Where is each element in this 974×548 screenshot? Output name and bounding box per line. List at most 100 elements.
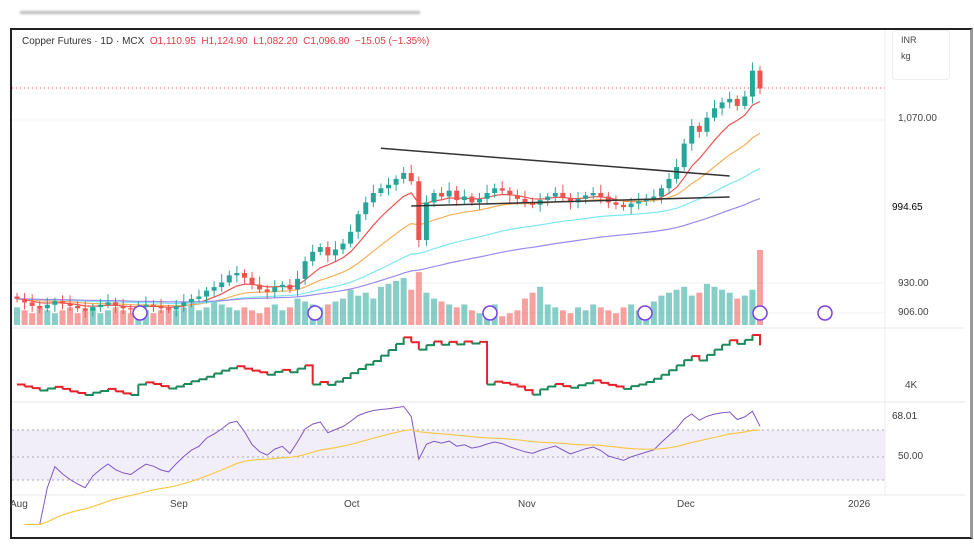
candle [689, 125, 695, 144]
indicator-step [524, 389, 534, 395]
indicator-step [729, 339, 739, 344]
indicator-step [54, 385, 64, 389]
indicator-step [373, 355, 382, 362]
indicator-step [449, 340, 458, 345]
indicator-step [623, 386, 633, 390]
candle [386, 184, 391, 189]
indicator-step [183, 381, 193, 386]
indicator-step [145, 381, 155, 385]
volume-bar [430, 298, 437, 325]
candle [658, 188, 664, 197]
indicator-step [471, 341, 481, 345]
candle [196, 296, 202, 299]
indicator-step [509, 383, 519, 387]
candle [408, 173, 414, 182]
indicator-step [669, 365, 678, 372]
volume-bar [673, 289, 680, 325]
candle [476, 198, 482, 203]
volume-bar [286, 307, 293, 325]
volume-bar [612, 313, 619, 325]
candle [696, 125, 702, 132]
volume-bar [127, 313, 134, 325]
indicator-step [17, 383, 26, 387]
candle [757, 70, 763, 89]
indicator-step [388, 343, 398, 351]
indicator-step [130, 384, 140, 396]
volume-bar [14, 307, 20, 325]
indicator-step [123, 392, 132, 395]
indicator-step [570, 385, 580, 389]
rsi-band [12, 430, 885, 480]
volume-bar [241, 307, 248, 325]
open-value: O1,110.95 [149, 36, 196, 47]
x-label: Dec [677, 499, 695, 510]
indicator-step [714, 344, 724, 351]
candle [499, 188, 505, 191]
volume-bar [256, 313, 263, 325]
indicator-step [365, 360, 375, 366]
volume-bar [446, 304, 453, 325]
candle [105, 302, 111, 305]
indicator-step [380, 350, 390, 357]
indicator-step [244, 367, 254, 371]
candle [439, 193, 445, 197]
indicator-step [737, 339, 746, 345]
volume-bar [620, 307, 627, 325]
indicator-step [138, 382, 147, 386]
indicator-step [532, 389, 542, 396]
volume-bar [688, 295, 695, 325]
indicator-step [752, 334, 761, 346]
candle [59, 301, 65, 304]
volume-bar [271, 304, 278, 325]
indicator-step [411, 341, 420, 350]
volume-bar [711, 286, 718, 325]
symbol-name[interactable]: Copper Futures [22, 36, 92, 47]
volume-bar [173, 310, 180, 325]
candle [75, 305, 81, 309]
volume-bar [324, 304, 331, 325]
candle [97, 304, 103, 308]
candle [325, 247, 331, 256]
candle [423, 202, 429, 241]
volume-bar [29, 313, 36, 325]
volume-bar [529, 292, 536, 325]
indicator-step [85, 392, 94, 396]
volume-bar [423, 292, 430, 325]
volume-bar [180, 307, 187, 325]
candle [219, 282, 225, 288]
candle [507, 190, 513, 196]
rsi-tick: 50.00 [898, 451, 924, 462]
volume-bar [120, 310, 127, 325]
candle [651, 196, 657, 199]
indicator-step [684, 356, 693, 362]
indicator-step [62, 387, 72, 392]
candle [128, 308, 134, 310]
unit-selector[interactable]: INR kg [892, 30, 950, 80]
candle [393, 178, 399, 185]
candle [264, 289, 270, 292]
indicator-step [176, 384, 185, 388]
indicator-step [274, 369, 284, 373]
indicator-step [517, 385, 526, 391]
change-value: −15.05 (−1.35%) [354, 36, 430, 47]
candle [355, 214, 361, 232]
volume-bar [165, 307, 172, 325]
volume-bar [249, 310, 256, 325]
candle [52, 301, 58, 305]
volume-bar [461, 304, 468, 325]
volume-bar [476, 313, 483, 325]
candle [454, 190, 460, 201]
candle [332, 249, 338, 256]
candle [173, 305, 179, 310]
volume-bar [567, 313, 574, 325]
volume-bar [67, 307, 74, 325]
indicator-step [661, 370, 671, 376]
volume-bar [393, 280, 400, 325]
candle [310, 251, 316, 262]
indicator-step [236, 365, 246, 369]
symbol-legend: Copper Futures · 1D · MCX O1,110.95 H1,1… [22, 36, 430, 47]
candle [605, 196, 611, 203]
indicator-step [267, 371, 276, 376]
candle [666, 178, 672, 189]
